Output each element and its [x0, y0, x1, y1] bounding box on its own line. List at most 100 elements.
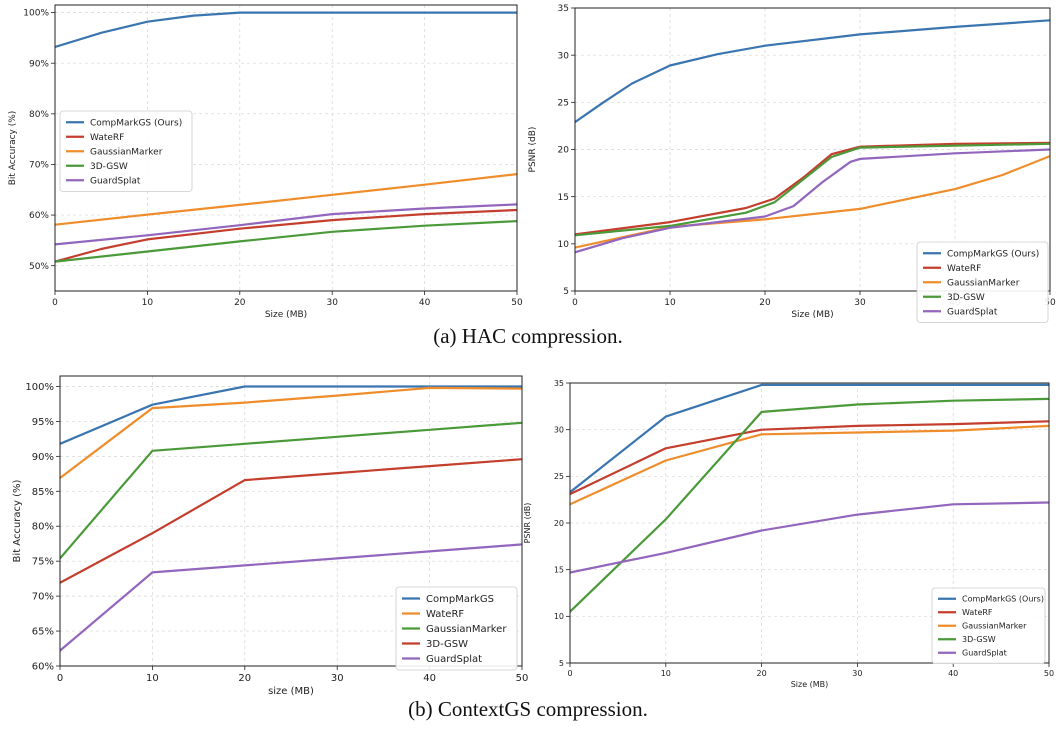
series-line-1: [60, 385, 522, 445]
y-tick-label: 10: [558, 240, 570, 250]
legend: CompMarkGS (Ours) WateRF GaussianMarker 3D-…: [916, 241, 1049, 323]
legend-label: GuardSplat: [426, 654, 482, 665]
series-line-5: [55, 203, 517, 246]
y-tick-label: 70%: [29, 161, 49, 171]
legend-label: WateRF: [962, 608, 993, 617]
caption-hac: (a) HAC compression.: [433, 324, 623, 348]
y-tick-label: 95%: [32, 417, 54, 428]
y-tick-label: 5: [559, 659, 564, 668]
series-line-5: [575, 148, 1050, 254]
x-tick-label: 20: [759, 298, 771, 308]
legend-label: WateRF: [947, 264, 981, 274]
y-tick-label: 80%: [29, 110, 49, 120]
legend-label: GaussianMarker: [947, 278, 1020, 288]
x-axis-label: Size (MB): [265, 310, 307, 320]
axes-frame: [59, 375, 523, 667]
y-tick-label: 35: [554, 379, 564, 388]
x-tick-label: 0: [52, 298, 58, 308]
series-line-3: [60, 421, 522, 560]
caption-contextgs: (b) ContextGS compression.: [408, 697, 648, 721]
y-tick-label: 30: [558, 51, 570, 61]
legend-label: GuardSplat: [947, 307, 998, 317]
legend-box: [931, 587, 1046, 664]
y-axis-label: Bit Accuracy (%): [12, 479, 23, 562]
y-tick-label: 70%: [32, 592, 54, 603]
y-tick-label: 100%: [25, 382, 54, 393]
x-tick-label: 0: [572, 298, 578, 308]
series-line-2: [575, 141, 1050, 236]
axes-frame: [54, 4, 518, 292]
series-line-2: [55, 208, 517, 263]
legend-label: 3D-GSW: [426, 639, 468, 650]
x-tick-label: 50: [516, 673, 529, 684]
x-tick-label: 0: [567, 669, 572, 678]
legend-label: WateRF: [426, 609, 464, 620]
y-tick-label: 20: [558, 146, 570, 156]
series-line-1: [570, 383, 1049, 494]
legend: CompMarkGS WateRF GaussianMarker 3D-GSW Guar…: [395, 586, 518, 671]
series-line-4: [55, 220, 517, 263]
y-tick-label: 10: [554, 612, 564, 621]
series-line-4: [60, 458, 522, 584]
series-line-5: [60, 543, 522, 652]
x-tick-label: 40: [423, 673, 436, 684]
chart-panel-4: 0 10 20 30 40 50 5 10 15 20 25 30 35 Size (MB) PSNR (d…: [523, 379, 1054, 689]
y-tick-label: 15: [554, 565, 564, 574]
x-tick-label: 0: [57, 673, 63, 684]
series-line-2: [570, 420, 1049, 496]
x-tick-label: 10: [146, 673, 159, 684]
series-line-1: [55, 11, 517, 49]
x-tick-label: 30: [854, 298, 866, 308]
chart-panel-1: 0 10 20 30 40 50 50% 60% 70% 80% 90% 100% Size (MB) B…: [8, 4, 523, 320]
legend-label: GaussianMarker: [962, 622, 1027, 631]
y-tick-label: 5: [563, 287, 569, 297]
legend-label: GuardSplat: [90, 176, 141, 186]
x-tick-label: 10: [661, 669, 671, 678]
legend-label: CompMarkGS (Ours): [90, 118, 182, 128]
series-line-2: [60, 386, 522, 480]
legend-label: WateRF: [90, 133, 124, 143]
x-tick-label: 30: [852, 669, 862, 678]
x-tick-label: 10: [664, 298, 676, 308]
chart-panel-3: 0 10 20 30 40 50 60% 65% 70% 75% 80% 85% 90% 95% 100% s…: [12, 375, 529, 697]
y-tick-label: 100%: [23, 9, 49, 19]
legend-label: CompMarkGS (Ours): [962, 595, 1044, 604]
x-tick-label: 30: [326, 298, 338, 308]
y-tick-label: 90%: [29, 59, 49, 69]
legend-label: CompMarkGS: [426, 594, 494, 605]
x-tick-label: 30: [331, 673, 344, 684]
y-axis-label: PSNR (dB): [523, 503, 532, 544]
x-axis-label: size (MB): [268, 686, 314, 697]
series-line-4: [575, 142, 1050, 237]
legend-label: GaussianMarker: [90, 147, 163, 157]
x-tick-label: 50: [1044, 669, 1054, 678]
series-line-4: [570, 397, 1049, 613]
y-axis-label: Bit Accuracy (%): [8, 111, 18, 186]
x-tick-label: 20: [757, 669, 767, 678]
x-tick-label: 40: [948, 669, 958, 678]
x-tick-label: 50: [1044, 298, 1056, 308]
y-tick-label: 80%: [32, 522, 54, 533]
legend-label: GuardSplat: [962, 649, 1007, 658]
series-line-3: [55, 173, 517, 226]
y-tick-label: 35: [558, 4, 569, 14]
y-tick-label: 50%: [29, 262, 49, 272]
x-tick-label: 20: [234, 298, 246, 308]
legend-box: [395, 586, 518, 671]
x-axis-label: Size (MB): [791, 310, 833, 320]
legend-box: [916, 241, 1049, 323]
y-tick-label: 20: [554, 519, 564, 528]
y-tick-label: 85%: [32, 487, 54, 498]
legend: CompMarkGS (Ours) WateRF GaussianMarker 3D-…: [931, 587, 1046, 664]
y-tick-label: 25: [558, 98, 569, 108]
y-tick-label: 15: [558, 193, 569, 203]
x-axis-label: Size (MB): [791, 680, 829, 689]
y-tick-label: 30: [554, 425, 564, 434]
x-tick-label: 10: [142, 298, 154, 308]
legend-label: 3D-GSW: [90, 162, 128, 172]
y-tick-label: 65%: [32, 627, 54, 638]
x-tick-label: 20: [238, 673, 251, 684]
y-tick-label: 75%: [32, 557, 54, 568]
